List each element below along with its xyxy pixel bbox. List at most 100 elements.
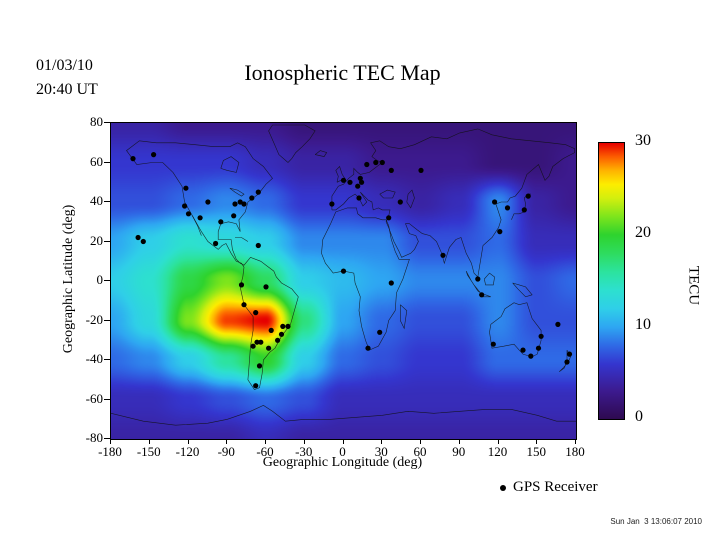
gps-receiver-dot [538,333,544,339]
gps-legend: GPS Receiver [500,479,598,496]
x-tick-mark [342,439,344,444]
x-tick-mark [575,439,576,444]
y-tick-mark [104,240,110,242]
date-display: 01/03/10 20:40 UT [36,54,98,102]
colorbar-tick-label: 0 [635,408,643,425]
gps-receiver-dot [340,177,347,183]
gps-receiver-dot [504,205,511,211]
gps-receiver-dot [263,284,269,290]
gps-receiver-dot [397,199,403,205]
coastline-path [111,405,576,426]
x-tick-label: -90 [217,444,235,459]
y-tick-label: -40 [85,351,103,366]
gps-receiver-dot [232,201,238,207]
creation-timestamp: Sun Jan 3 13:06:07 2010 [610,517,702,526]
gps-receiver-dot [528,353,534,359]
gps-receiver-dot [365,345,371,351]
x-axis-label: Geographic Longitude (deg) [262,455,423,470]
coastline-path [126,140,299,390]
coastline-path [406,189,415,209]
y-tick-mark [104,359,110,360]
gps-receiver-dot [520,347,526,353]
gps-receiver-dot [256,363,263,369]
gps-receiver-dot [250,343,256,349]
gps-receiver-dot [275,337,281,343]
colorbar-unit-label: TECU [685,265,702,306]
tec-heatmap-canvas [111,123,576,439]
coastline-path [512,282,533,298]
gps-receiver-dot [356,195,362,201]
x-tick-mark [187,439,189,444]
x-tick-label: -180 [98,444,122,459]
gps-receiver-dot [329,201,335,207]
gps-receiver-dot [388,167,394,173]
x-tick-label: -30 [295,444,313,459]
time-text: 20:40 UT [36,81,98,98]
gps-receiver-dot [535,345,542,351]
gps-receiver-dot [475,276,481,282]
gps-receiver-dot [253,383,259,389]
gps-receiver-dot [140,238,146,245]
gps-receiver-dot [440,252,446,258]
y-tick-label: -60 [85,390,103,406]
coastline-path [314,150,328,157]
x-tick-mark [458,439,460,444]
gps-receiver-dot [479,292,485,298]
gps-receiver-dot [379,159,385,166]
gps-receiver-dot [340,268,347,274]
gps-receiver-dot [249,195,255,201]
y-tick-label: 40 [90,193,103,208]
gps-receiver-dot [255,242,261,249]
gps-receiver-dot [525,193,531,199]
x-tick-label: -120 [175,444,200,459]
gps-receiver-dot [266,345,272,351]
coastline-path [268,124,316,163]
gps-receiver-dot [278,331,285,337]
gps-receiver-dot [258,339,264,345]
coastline-path [220,156,240,173]
x-tick-mark [420,439,421,444]
x-tick-mark [536,439,538,444]
gps-receiver-dot [373,159,379,166]
x-tick-mark [381,439,383,444]
plot-frame [110,122,577,440]
x-tick-mark [148,439,150,444]
y-tick-label: 0 [96,272,104,287]
coastline-path [484,272,495,286]
gps-receiver-dot [218,219,224,225]
y-tick-mark [104,438,110,439]
gps-receiver-dot [490,341,496,347]
gps-receiver-dot [241,302,247,308]
colorbar-tick-label: 10 [635,316,651,333]
gps-receiver-dot [205,199,211,205]
gps-receiver-dot [185,211,192,217]
gps-receiver-dot [364,161,370,168]
y-tick-mark [104,201,110,202]
colorbar-tick-label: 20 [635,224,651,241]
coastline-path [489,302,542,357]
gps-receiver-dot [255,189,261,195]
gps-receiver-dot [521,207,527,213]
gps-receiver-dot [268,327,274,333]
colorbar-tick-label: 30 [635,132,651,149]
coastline-path [235,237,249,242]
gps-receiver-dot [254,339,260,345]
gps-receiver-dot [253,310,259,316]
y-tick-label: -80 [85,430,103,445]
y-tick-label: 60 [90,153,103,169]
gps-receiver-dot [357,175,363,181]
x-tick-label: 180 [565,444,585,459]
coastline-path [229,187,245,197]
gps-receiver-dot [492,199,498,205]
coastline-path [321,207,410,351]
y-tick-mark [104,161,110,163]
gps-receiver-dot [359,179,365,185]
y-tick-mark [104,122,110,123]
x-tick-label: -150 [136,444,161,459]
gps-receiver-dot [388,280,394,286]
y-tick-mark [104,319,110,321]
page-title: Ionospheric TEC Map [244,60,441,85]
y-tick-mark [104,398,110,400]
coastline-path [192,215,202,236]
